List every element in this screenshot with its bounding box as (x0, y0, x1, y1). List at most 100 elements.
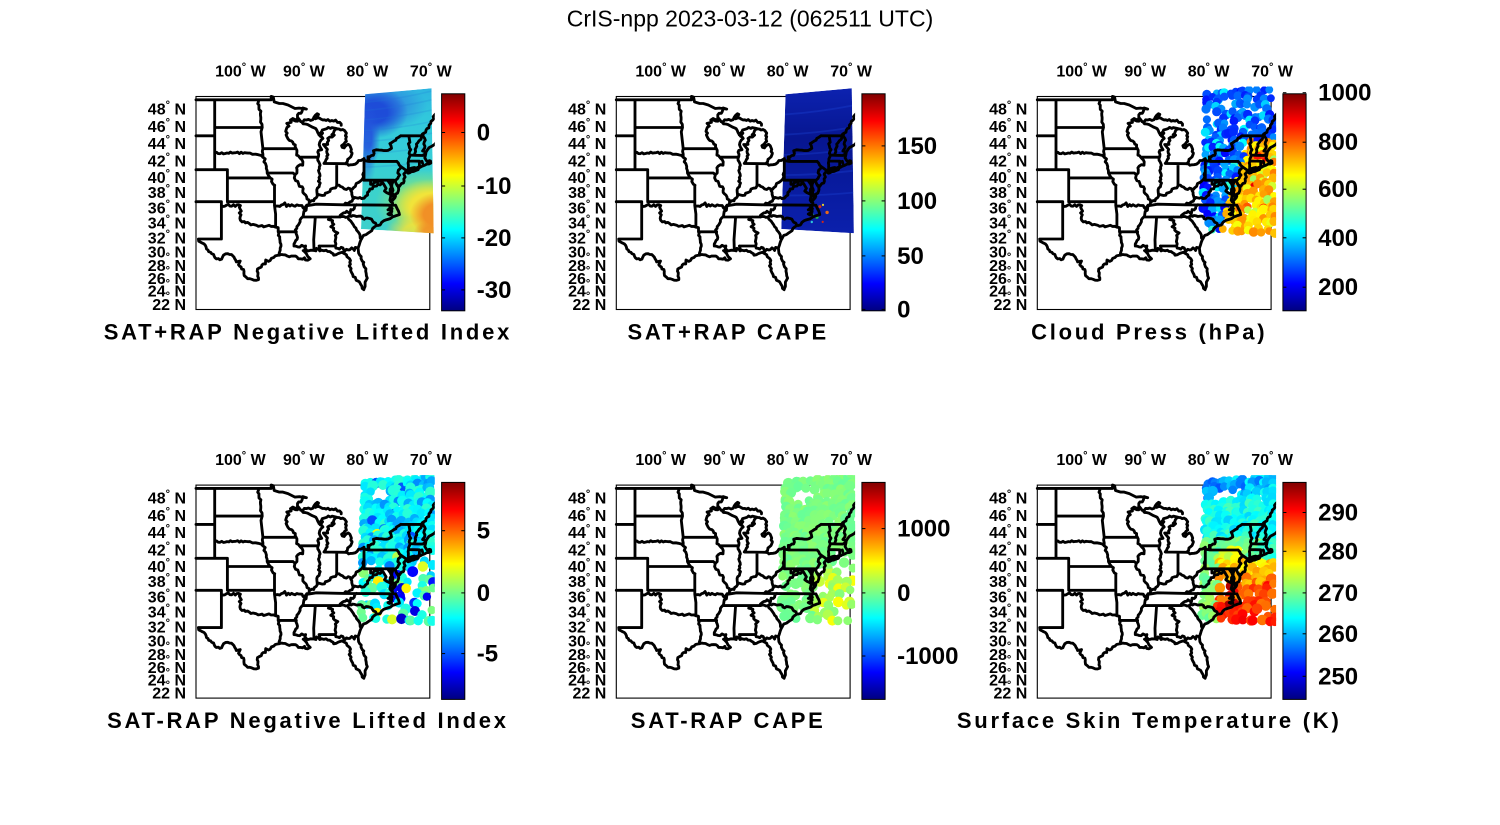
svg-text:270: 270 (1318, 580, 1358, 607)
svg-text:34° N: 34° N (989, 602, 1027, 621)
svg-text:5: 5 (477, 518, 490, 545)
svg-text:44° N: 44° N (568, 523, 606, 542)
svg-text:100° W: 100° W (635, 450, 687, 469)
svg-text:-1000: -1000 (897, 643, 958, 670)
svg-text:28° N: 28° N (989, 647, 1027, 666)
svg-text:28° N: 28° N (568, 258, 606, 277)
svg-text:260: 260 (1318, 621, 1358, 648)
svg-text:24° N: 24° N (148, 284, 186, 303)
svg-text:70° W: 70° W (1251, 450, 1294, 469)
svg-text:100° W: 100° W (215, 450, 267, 469)
svg-text:90° W: 90° W (283, 450, 326, 469)
svg-text:1000: 1000 (897, 516, 950, 543)
svg-text:600: 600 (1318, 176, 1358, 203)
svg-text:42° N: 42° N (989, 152, 1027, 171)
svg-text:-5: -5 (477, 641, 498, 668)
svg-text:48° N: 48° N (989, 488, 1027, 507)
svg-text:32° N: 32° N (568, 229, 606, 248)
svg-text:22 N: 22 N (152, 686, 186, 703)
svg-text:46° N: 46° N (568, 506, 606, 525)
svg-text:40° N: 40° N (989, 557, 1027, 576)
svg-text:100° W: 100° W (1056, 62, 1108, 81)
svg-text:80° W: 80° W (767, 450, 810, 469)
svg-text:1000: 1000 (1318, 80, 1371, 107)
svg-text:32° N: 32° N (989, 617, 1027, 636)
svg-text:24° N: 24° N (989, 672, 1027, 691)
svg-text:48° N: 48° N (568, 488, 606, 507)
svg-text:100° W: 100° W (635, 62, 687, 81)
svg-text:22 N: 22 N (573, 297, 607, 314)
svg-text:100° W: 100° W (1056, 450, 1108, 469)
svg-text:30° N: 30° N (568, 633, 606, 652)
svg-text:22 N: 22 N (994, 686, 1028, 703)
svg-text:26° N: 26° N (148, 660, 186, 679)
svg-text:28° N: 28° N (989, 258, 1027, 277)
svg-text:SAT-RAP Negative Lifted Index: SAT-RAP Negative Lifted Index (107, 708, 509, 733)
svg-text:CrIS-npp 2023-03-12 (062511 UT: CrIS-npp 2023-03-12 (062511 UTC) (567, 6, 933, 32)
svg-text:48° N: 48° N (148, 100, 186, 119)
svg-text:24° N: 24° N (148, 672, 186, 691)
svg-text:80° W: 80° W (346, 62, 389, 81)
svg-text:40° N: 40° N (568, 557, 606, 576)
svg-text:80° W: 80° W (1188, 62, 1231, 81)
svg-text:0: 0 (897, 580, 910, 607)
svg-text:30° N: 30° N (989, 633, 1027, 652)
svg-text:36° N: 36° N (989, 199, 1027, 218)
svg-text:38° N: 38° N (568, 183, 606, 202)
svg-text:30° N: 30° N (989, 245, 1027, 264)
svg-text:32° N: 32° N (148, 617, 186, 636)
svg-text:44° N: 44° N (568, 134, 606, 153)
svg-text:46° N: 46° N (989, 117, 1027, 136)
svg-text:70° W: 70° W (410, 62, 453, 81)
svg-text:250: 250 (1318, 663, 1358, 690)
svg-text:42° N: 42° N (568, 152, 606, 171)
svg-text:44° N: 44° N (148, 134, 186, 153)
svg-text:26° N: 26° N (989, 660, 1027, 679)
svg-text:32° N: 32° N (989, 229, 1027, 248)
svg-text:90° W: 90° W (1124, 62, 1167, 81)
svg-text:100: 100 (897, 188, 937, 215)
svg-text:Cloud Press (hPa): Cloud Press (hPa) (1031, 320, 1267, 345)
svg-text:70° W: 70° W (830, 450, 873, 469)
svg-text:26° N: 26° N (568, 271, 606, 290)
svg-text:100° W: 100° W (215, 62, 267, 81)
svg-text:30° N: 30° N (568, 245, 606, 264)
svg-text:80° W: 80° W (346, 450, 389, 469)
svg-text:36° N: 36° N (568, 587, 606, 606)
svg-text:42° N: 42° N (568, 540, 606, 559)
svg-text:44° N: 44° N (989, 523, 1027, 542)
svg-text:0: 0 (477, 580, 490, 607)
svg-text:SAT-RAP CAPE: SAT-RAP CAPE (631, 708, 826, 733)
svg-text:42° N: 42° N (989, 540, 1027, 559)
svg-text:90° W: 90° W (703, 450, 746, 469)
svg-text:36° N: 36° N (989, 587, 1027, 606)
svg-text:90° W: 90° W (283, 62, 326, 81)
svg-text:22 N: 22 N (573, 686, 607, 703)
svg-text:34° N: 34° N (148, 214, 186, 233)
svg-text:30° N: 30° N (148, 633, 186, 652)
svg-text:80° W: 80° W (767, 62, 810, 81)
svg-text:22 N: 22 N (994, 297, 1028, 314)
svg-text:36° N: 36° N (568, 199, 606, 218)
svg-text:48° N: 48° N (568, 100, 606, 119)
svg-text:42° N: 42° N (148, 152, 186, 171)
svg-text:34° N: 34° N (989, 214, 1027, 233)
svg-text:48° N: 48° N (148, 488, 186, 507)
svg-text:400: 400 (1318, 225, 1358, 252)
svg-text:30° N: 30° N (148, 245, 186, 264)
svg-text:32° N: 32° N (148, 229, 186, 248)
svg-text:38° N: 38° N (989, 572, 1027, 591)
svg-text:28° N: 28° N (568, 647, 606, 666)
svg-text:40° N: 40° N (148, 557, 186, 576)
svg-text:SAT+RAP Negative Lifted Index: SAT+RAP Negative Lifted Index (104, 320, 512, 345)
svg-text:22 N: 22 N (152, 297, 186, 314)
svg-text:44° N: 44° N (148, 523, 186, 542)
svg-text:70° W: 70° W (1251, 62, 1294, 81)
svg-text:48° N: 48° N (989, 100, 1027, 119)
svg-text:34° N: 34° N (568, 214, 606, 233)
svg-text:50: 50 (897, 243, 924, 270)
svg-text:32° N: 32° N (568, 617, 606, 636)
svg-text:70° W: 70° W (830, 62, 873, 81)
svg-text:34° N: 34° N (148, 602, 186, 621)
svg-text:70° W: 70° W (410, 450, 453, 469)
